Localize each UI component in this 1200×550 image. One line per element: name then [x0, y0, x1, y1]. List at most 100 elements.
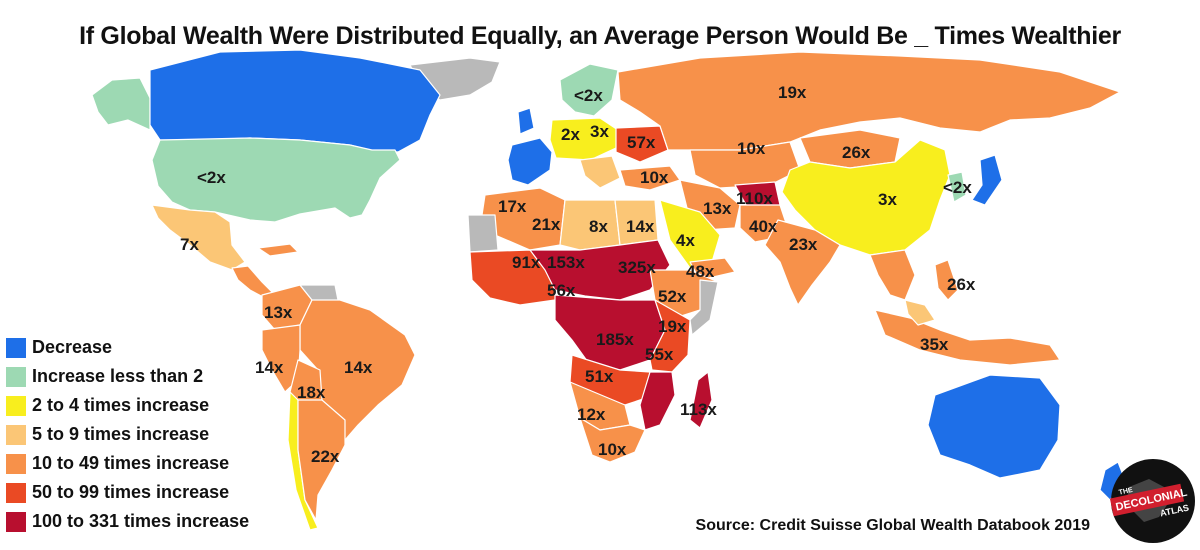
- logo-text-the: THE: [1118, 487, 1133, 497]
- map-label-peru: 14x: [255, 358, 284, 377]
- central-africa-region: [554, 294, 666, 371]
- map-label-japan: <2x: [943, 178, 972, 197]
- legend-swatch: [6, 395, 26, 416]
- mexico-region: [151, 204, 246, 271]
- indonesia-region: [874, 309, 1061, 366]
- map-label-germany: 2x: [561, 125, 580, 144]
- decolonial-atlas-logo: THE DECOLONIAL ATLAS: [1109, 457, 1197, 545]
- map-label-colombia: 13x: [264, 303, 293, 322]
- map-label-niger: 21x: [532, 215, 561, 234]
- legend-item-2to4: 2 to 4 times increase: [6, 391, 249, 420]
- map-label-ukraine: 57x: [627, 133, 656, 152]
- legend-label: 5 to 9 times increase: [32, 424, 210, 444]
- map-label-poland: 3x: [590, 122, 609, 141]
- philippines-region: [934, 259, 959, 301]
- map-label-pakistan: 40x: [749, 217, 778, 236]
- map-label-libya: 8x: [589, 217, 608, 236]
- australia-region: [927, 374, 1061, 479]
- map-label-southafrica: 10x: [598, 440, 627, 459]
- map-label-iran: 13x: [703, 199, 732, 218]
- legend-label: 100 to 331 times increase: [32, 511, 250, 531]
- map-label-mexico: 7x: [180, 235, 199, 254]
- map-label-scandinavia: <2x: [574, 86, 603, 105]
- balkans-region: [579, 155, 621, 189]
- kazakhstan-region: [689, 141, 801, 189]
- canada-region: [149, 49, 441, 153]
- map-label-saudi: 4x: [676, 231, 695, 250]
- map-label-namibia: 12x: [577, 405, 606, 424]
- legend-label: 10 to 49 times increase: [32, 453, 230, 473]
- map-label-philippines: 26x: [947, 275, 976, 294]
- legend-item-5to9: 5 to 9 times increase: [6, 420, 249, 449]
- map-title: If Global Wealth Were Distributed Equall…: [79, 22, 1121, 50]
- mauritania-region: [467, 214, 499, 253]
- legend-label: 2 to 4 times increase: [32, 395, 210, 415]
- legend-label: 50 to 99 times increase: [32, 482, 230, 502]
- legend-item-100plus: 100 to 331 times increase: [6, 507, 249, 536]
- legend-item-10to49: 10 to 49 times increase: [6, 449, 249, 478]
- legend-item-lt2: Increase less than 2: [6, 362, 249, 391]
- map-label-india: 23x: [789, 235, 818, 254]
- legend-swatch: [6, 482, 26, 503]
- legend: Decrease Increase less than 2 2 to 4 tim…: [6, 333, 249, 536]
- china-region: [781, 139, 951, 256]
- east-africa-region: [649, 299, 691, 373]
- map-label-zambia: 51x: [585, 367, 614, 386]
- map-label-mongolia: 26x: [842, 143, 871, 162]
- legend-item-decrease: Decrease: [6, 333, 249, 362]
- argentina-region: [297, 399, 346, 521]
- central-america-region: [231, 265, 273, 299]
- map-label-argentina: 22x: [311, 447, 340, 466]
- legend-swatch: [6, 424, 26, 445]
- legend-label: Increase less than 2: [32, 366, 204, 386]
- sahel-region: [529, 239, 671, 301]
- legend-swatch: [6, 366, 26, 387]
- korea-region: [947, 171, 967, 203]
- alaska-region: [91, 77, 151, 131]
- somalia-region: [689, 279, 719, 336]
- brazil-region: [299, 299, 416, 441]
- map-label-drc: 185x: [596, 330, 634, 349]
- japan-region: [971, 154, 1003, 206]
- madagascar-region: [689, 371, 713, 429]
- map-label-russia: 19x: [778, 83, 807, 102]
- central-europe-region: [549, 117, 619, 161]
- map-label-chad: 153x: [547, 253, 585, 272]
- map-label-afghanistan: 110x: [736, 189, 773, 208]
- scandinavia-region: [559, 63, 619, 117]
- map-label-brazil: 14x: [344, 358, 373, 377]
- map-label-turkey: 10x: [640, 168, 669, 187]
- map-label-mali: 91x: [512, 253, 541, 272]
- value-labels-group: <2x 7x 13x 14x 14x 18x 22x <2x 2x 3x 57x…: [180, 83, 976, 466]
- map-label-nigeria: 56x: [547, 281, 576, 300]
- map-label-kenya: 19x: [658, 317, 687, 336]
- map-label-madagascar: 113x: [680, 400, 717, 419]
- usa-region: [151, 137, 401, 223]
- legend-swatch: [6, 453, 26, 474]
- map-label-usa: <2x: [197, 168, 226, 187]
- map-label-indonesia: 35x: [920, 335, 949, 354]
- map-label-ethiopia: 52x: [658, 287, 687, 306]
- map-label-sudan: 325x: [618, 258, 656, 277]
- southeast-asia-region: [869, 249, 916, 301]
- russia-region: [617, 51, 1121, 151]
- map-label-yemen: 48x: [686, 262, 715, 281]
- map-label-china: 3x: [878, 190, 897, 209]
- uk-region: [517, 107, 535, 135]
- southafrica-region: [579, 417, 646, 463]
- logo-banner: [1109, 483, 1185, 517]
- india-region: [764, 219, 841, 306]
- source-note: Source: Credit Suisse Global Wealth Data…: [695, 517, 1090, 534]
- legend-label: Decrease: [32, 337, 113, 357]
- map-label-tanzania: 55x: [645, 345, 674, 364]
- map-label-kazakhstan: 10x: [737, 139, 766, 158]
- map-label-algeria: 17x: [498, 197, 527, 216]
- malaysia-region: [904, 299, 936, 326]
- western-europe-region: [507, 137, 553, 186]
- mozambique-region: [639, 371, 676, 431]
- legend-swatch: [6, 511, 26, 532]
- map-label-egypt: 14x: [626, 217, 655, 236]
- eastern-europe-region: [615, 125, 669, 163]
- map-label-bolivia: 18x: [297, 383, 326, 402]
